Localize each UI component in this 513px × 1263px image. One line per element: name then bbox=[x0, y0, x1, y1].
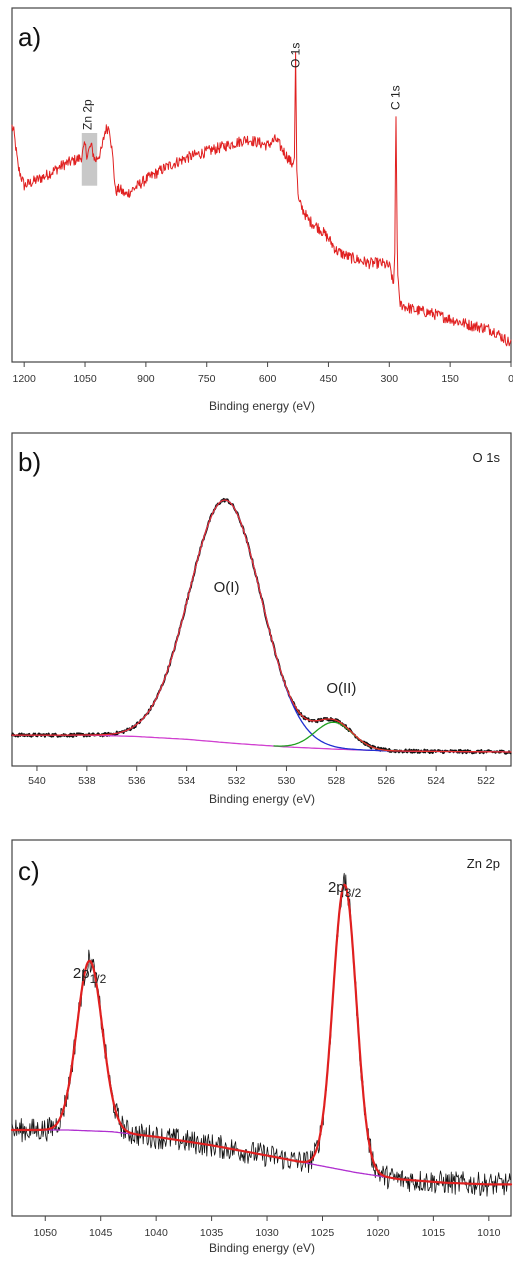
panel-c-x-axis-label: Binding energy (eV) bbox=[209, 1241, 315, 1255]
panel-a-x-tick-label: 0 bbox=[508, 373, 513, 385]
panel-b-x-tick-label: 528 bbox=[328, 775, 346, 787]
panel-c-letter: c) bbox=[18, 856, 40, 886]
panel-a-x-tick-label: 150 bbox=[441, 373, 459, 385]
peak-label-zn-2p: Zn 2p bbox=[80, 99, 94, 130]
fit-component-line-1 bbox=[111, 499, 387, 752]
measured-spectrum-line bbox=[11, 872, 511, 1197]
panel-c-series bbox=[10, 872, 513, 1197]
panel-b-x-tick-label: 526 bbox=[377, 775, 395, 787]
panel-c-x-ticks: 1050 1045 1040 1035 1030 1025 1020 1015 1010 bbox=[34, 1216, 501, 1239]
measured-spectrum-line bbox=[11, 497, 512, 755]
panel-a-letter: a) bbox=[18, 22, 41, 52]
panel-c-x-tick-label: 1050 bbox=[34, 1227, 58, 1239]
panel-c-frame bbox=[11, 839, 512, 1217]
panel-a-x-tick-label: 1200 bbox=[12, 373, 36, 385]
fit-envelope-line bbox=[11, 499, 512, 753]
fit-component-line-2 bbox=[294, 884, 396, 1180]
panel-b-series bbox=[11, 497, 512, 755]
panel-b-x-tick-label: 534 bbox=[178, 775, 196, 787]
panel-a-x-tick-label: 600 bbox=[259, 373, 277, 385]
panel-b-frame bbox=[11, 432, 512, 767]
panel-c-x-tick-label: 1020 bbox=[366, 1227, 390, 1239]
panel-c-x-tick-label: 1015 bbox=[422, 1227, 446, 1239]
panel-c-x-tick-label: 1045 bbox=[89, 1227, 113, 1239]
peak-label-o-i: O(I) bbox=[214, 579, 240, 596]
panel-a-x-axis-label: Binding energy (eV) bbox=[209, 399, 315, 413]
panel-c-x-tick-label: 1010 bbox=[477, 1227, 501, 1239]
panel-a-annotations: Zn 2p O 1s C 1s bbox=[80, 43, 402, 130]
panel-a-x-ticks: 1200 1050 900 750 600 450 300 150 0 bbox=[12, 362, 513, 385]
panel-c-x-tick-label: 1025 bbox=[311, 1227, 335, 1239]
panel-a-x-tick-label: 900 bbox=[137, 373, 155, 385]
panel-c-title: Zn 2p bbox=[467, 856, 500, 871]
panel-b-o1s-spectrum: b) O 1s 540 538 536 534 532 530 528 526 524 522 O… bbox=[11, 432, 512, 806]
panel-b-x-ticks: 540 538 536 534 532 530 528 526 524 522 bbox=[28, 766, 495, 787]
peak-label-c-1s: C 1s bbox=[388, 85, 402, 110]
panel-a-x-tick-label: 1050 bbox=[73, 373, 97, 385]
panel-a-x-tick-label: 450 bbox=[320, 373, 338, 385]
background-baseline-line bbox=[11, 1129, 512, 1186]
panel-c-annotations: 2p1/2 2p3/2 bbox=[73, 879, 362, 986]
panel-b-x-tick-label: 524 bbox=[427, 775, 445, 787]
fit-component-line-1 bbox=[39, 960, 141, 1136]
background-baseline-line bbox=[11, 734, 510, 753]
panel-b-title: O 1s bbox=[473, 450, 501, 465]
peak-label-2p-1-2: 2p1/2 bbox=[73, 965, 107, 986]
panel-a-x-tick-label: 300 bbox=[381, 373, 399, 385]
peak-label-o-1s: O 1s bbox=[289, 43, 303, 68]
panel-b-x-tick-label: 530 bbox=[278, 775, 296, 787]
panel-b-x-tick-label: 522 bbox=[477, 775, 495, 787]
peak-label-o-ii: O(II) bbox=[326, 680, 356, 697]
panel-b-x-tick-label: 536 bbox=[128, 775, 146, 787]
panel-c-x-tick-label: 1040 bbox=[144, 1227, 168, 1239]
panel-b-letter: b) bbox=[18, 447, 41, 477]
panel-b-x-tick-label: 540 bbox=[28, 775, 46, 787]
panel-a-frame bbox=[11, 7, 512, 363]
panel-a-x-tick-label: 750 bbox=[198, 373, 216, 385]
panel-b-x-axis-label: Binding energy (eV) bbox=[209, 792, 315, 806]
fit-envelope-line bbox=[10, 883, 513, 1186]
panel-b-x-tick-label: 538 bbox=[78, 775, 96, 787]
panel-a-survey-spectrum: a) 1200 1050 900 750 600 450 300 150 0 Zn 2p O 1s… bbox=[11, 7, 513, 413]
panel-c-zn2p-spectrum: c) Zn 2p 1050 1045 1040 1035 1030 1025 1020 101… bbox=[10, 839, 513, 1255]
panel-c-x-tick-label: 1030 bbox=[255, 1227, 279, 1239]
panel-b-annotations: O(I) O(II) bbox=[214, 579, 357, 697]
survey-spectrum-line bbox=[11, 51, 512, 347]
peak-label-2p-3-2: 2p3/2 bbox=[328, 879, 362, 900]
panel-c-x-tick-label: 1035 bbox=[200, 1227, 224, 1239]
panel-b-x-tick-label: 532 bbox=[228, 775, 246, 787]
